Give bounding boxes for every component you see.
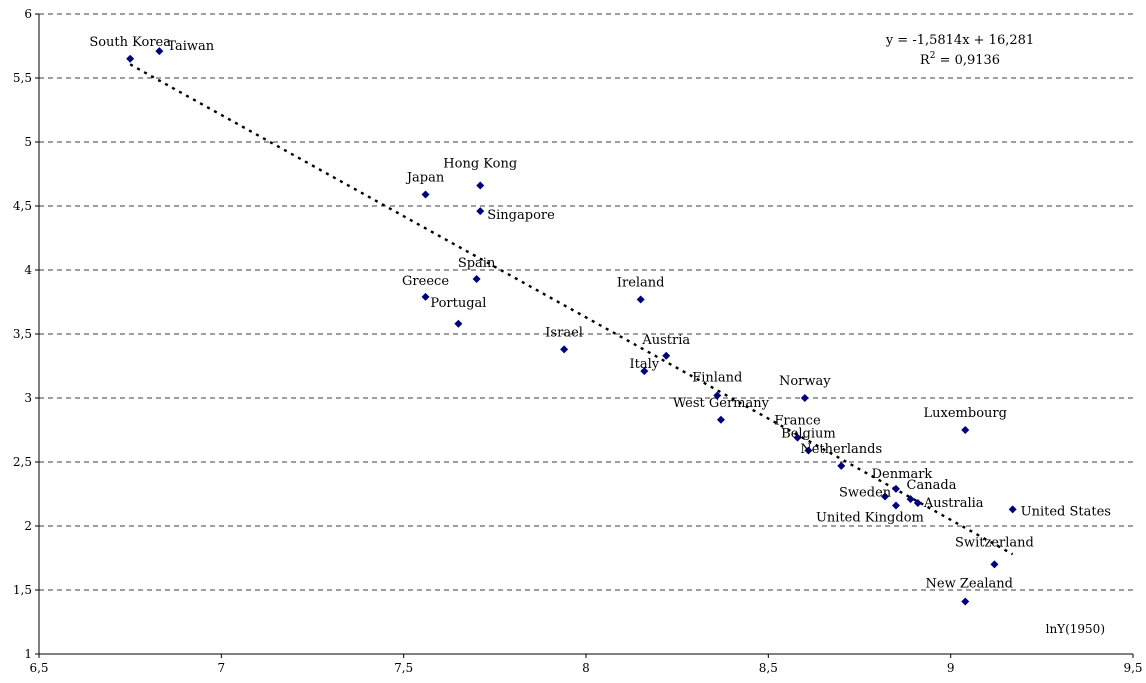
y-tick-label: 2,5 bbox=[13, 455, 32, 469]
point-label: Denmark bbox=[872, 467, 933, 482]
data-point bbox=[454, 319, 463, 328]
data-point bbox=[800, 394, 809, 402]
data-point bbox=[560, 345, 569, 354]
data-point bbox=[472, 274, 481, 283]
r2-superscript: 2 bbox=[930, 51, 936, 61]
point-label: United States bbox=[1021, 504, 1111, 519]
data-point bbox=[913, 498, 922, 507]
data-point bbox=[961, 597, 970, 606]
point-label: France bbox=[774, 414, 821, 429]
data-point bbox=[662, 351, 671, 360]
data-point bbox=[476, 207, 485, 216]
data-point bbox=[155, 47, 164, 56]
data-point bbox=[891, 501, 900, 510]
y-tick-label: 5 bbox=[24, 135, 32, 149]
x-tick-label: 9,5 bbox=[1123, 661, 1142, 675]
data-point bbox=[961, 426, 970, 434]
point-label: Sweden bbox=[839, 486, 892, 501]
x-tick-label: 8 bbox=[582, 661, 590, 675]
equation-text: y = -1,5814x + 16,281 bbox=[885, 33, 1034, 48]
x-tick-label: 9 bbox=[947, 661, 955, 675]
point-label: Spain bbox=[458, 256, 496, 271]
data-point bbox=[891, 484, 900, 493]
y-tick-label: 4 bbox=[24, 263, 32, 277]
data-points bbox=[126, 47, 1017, 606]
y-tick-label: 1 bbox=[24, 647, 32, 661]
point-label: New Zealand bbox=[926, 577, 1013, 592]
point-label: Portugal bbox=[430, 296, 486, 311]
data-point bbox=[990, 560, 999, 569]
x-tick-label: 7 bbox=[218, 661, 226, 675]
point-label: United Kingdom bbox=[816, 511, 924, 526]
trendline bbox=[129, 63, 1014, 556]
data-point bbox=[837, 461, 846, 470]
point-label: Netherlands bbox=[800, 442, 882, 457]
point-label: Japan bbox=[405, 170, 445, 185]
point-label: Greece bbox=[402, 274, 449, 289]
data-point bbox=[636, 295, 645, 304]
point-label: Finland bbox=[692, 370, 742, 385]
x-axis-label: lnY(1950) bbox=[1046, 622, 1105, 636]
data-point bbox=[126, 54, 135, 63]
point-label: Luxembourg bbox=[924, 406, 1007, 421]
data-point bbox=[640, 367, 649, 376]
point-label: Italy bbox=[630, 357, 660, 372]
data-point bbox=[713, 391, 722, 400]
y-tick-label: 5,5 bbox=[13, 71, 32, 85]
data-point bbox=[906, 495, 915, 504]
grid-lines bbox=[39, 13, 1133, 591]
data-point bbox=[881, 492, 890, 501]
data-point bbox=[421, 292, 430, 301]
data-point bbox=[421, 190, 430, 199]
axes bbox=[35, 13, 1134, 658]
point-label: Switzerland bbox=[955, 535, 1034, 550]
point-label: South Korea bbox=[89, 35, 171, 50]
x-tick-label: 6,5 bbox=[29, 661, 48, 675]
point-label: Norway bbox=[779, 374, 831, 389]
data-point bbox=[804, 446, 813, 455]
x-tick-label: 8,5 bbox=[759, 661, 778, 675]
tick-labels: 1 1,5 2 2,5 3 3,5 4 4,5 5 5,5 6 6,5 7 7,5 8 8,5 9 9,5 bbox=[13, 7, 1143, 675]
data-point bbox=[716, 415, 725, 424]
point-label: Austria bbox=[641, 333, 690, 348]
y-tick-label: 3 bbox=[24, 391, 32, 405]
trendline-equation: y = -1,5814x + 16,281 R2 = 0,9136 bbox=[885, 33, 1034, 68]
y-tick-label: 1,5 bbox=[13, 583, 32, 597]
data-point bbox=[1008, 505, 1017, 514]
point-label: Hong Kong bbox=[443, 157, 517, 172]
y-tick-label: 3,5 bbox=[13, 327, 32, 341]
r-squared-text: R2 = 0,9136 bbox=[920, 51, 1000, 68]
point-label: Ireland bbox=[617, 275, 665, 290]
x-tick-label: 7,5 bbox=[394, 661, 413, 675]
point-label: Belgium bbox=[781, 426, 836, 441]
r2-value: = 0,9136 bbox=[935, 53, 1000, 68]
point-label: West Germany bbox=[673, 396, 770, 411]
y-tick-label: 2 bbox=[24, 519, 32, 533]
point-label: Taiwan bbox=[167, 39, 214, 54]
trendline-path bbox=[129, 63, 1014, 556]
data-point bbox=[476, 181, 485, 190]
y-tick-label: 6 bbox=[24, 7, 32, 21]
point-label: Canada bbox=[907, 478, 957, 493]
data-point bbox=[793, 433, 802, 442]
point-label: Israel bbox=[545, 325, 583, 340]
y-tick-label: 4,5 bbox=[13, 199, 32, 213]
point-label: Australia bbox=[923, 496, 984, 511]
r2-prefix: R bbox=[920, 53, 931, 68]
point-label: Singapore bbox=[487, 208, 555, 223]
